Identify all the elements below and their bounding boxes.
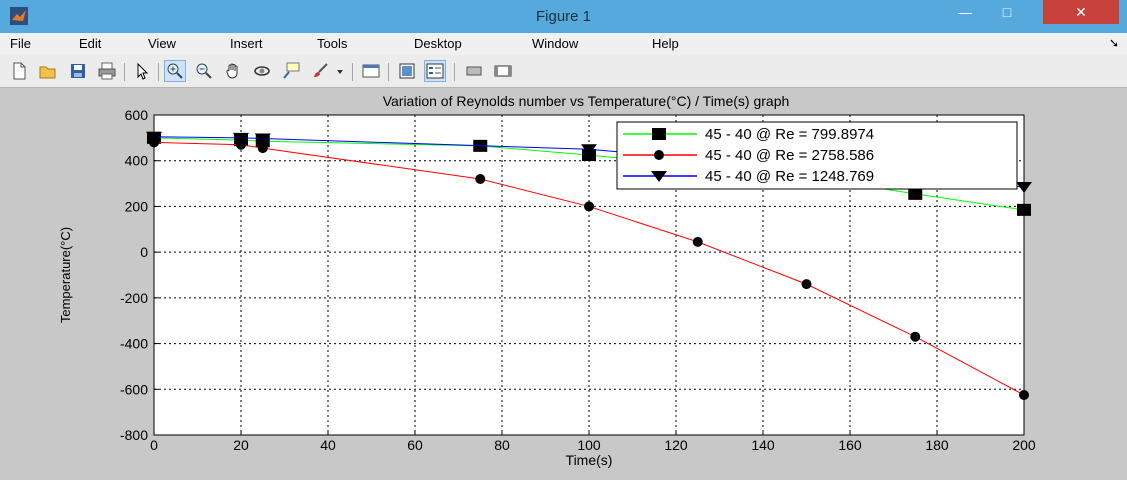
show-plot-tools-icon[interactable]: [492, 60, 514, 82]
edit-plot-arrow-icon[interactable]: [131, 60, 153, 82]
y-tick-label: -400: [120, 336, 148, 352]
y-axis-ticks: -800 -600 -400 -200 0 200 400 600: [120, 107, 159, 443]
x-axis-label: Time(s): [566, 452, 613, 468]
y-tick-label: 200: [125, 198, 149, 214]
chart-title: Variation of Reynolds number vs Temperat…: [383, 93, 790, 109]
data-point-marker: [254, 133, 271, 145]
data-point-marker: [233, 132, 249, 144]
series-2: [149, 137, 1029, 400]
y-axis-label: Temperature(°C): [58, 227, 73, 323]
window-title: Figure 1: [535, 8, 592, 25]
chart-legend[interactable]: 45 - 40 @ Re = 799.8974 45 - 40 @ Re = 27…: [616, 121, 1018, 190]
legend-marker: [652, 128, 666, 140]
data-point-marker: [257, 143, 268, 154]
figure-toolbar: [0, 55, 1127, 88]
x-tick-label: 200: [1012, 437, 1036, 453]
data-point-marker: [908, 187, 923, 200]
x-tick-label: 20: [233, 437, 249, 453]
print-icon[interactable]: [96, 60, 118, 82]
window-title-bar[interactable]: Figure 1 — □ ✕: [0, 0, 1127, 33]
y-tick-label: 0: [140, 244, 148, 260]
matlab-logo-icon: [10, 7, 28, 25]
new-figure-icon[interactable]: [8, 60, 30, 82]
menu-view[interactable]: View: [148, 36, 176, 51]
dock-figure-icon[interactable]: ➘: [1108, 36, 1119, 50]
temperature-chart[interactable]: Variation of Reynolds number vs Temperat…: [0, 88, 1127, 475]
menu-bar: File Edit View Insert Tools Desktop Wind…: [0, 33, 1127, 55]
data-point-marker: [692, 236, 703, 247]
x-tick-label: 0: [150, 437, 158, 453]
menu-file[interactable]: File: [10, 36, 31, 51]
data-point-marker: [146, 131, 162, 143]
x-axis-ticks: 0 20 40 60 80 100 120 140 160 180 200: [150, 430, 1036, 453]
pan-hand-icon[interactable]: [222, 60, 244, 82]
data-point-marker: [236, 139, 246, 150]
close-button[interactable]: ✕: [1043, 0, 1119, 24]
zoom-in-icon[interactable]: [164, 60, 186, 82]
x-tick-label: 180: [925, 437, 949, 453]
zoom-out-icon[interactable]: [193, 60, 215, 82]
menu-edit[interactable]: Edit: [79, 36, 102, 51]
x-tick-label: 100: [577, 437, 601, 453]
legend-label: 45 - 40 @ Re = 2758.586: [705, 147, 874, 164]
open-file-icon[interactable]: [37, 60, 59, 82]
menu-window[interactable]: Window: [532, 36, 579, 51]
x-tick-label: 40: [320, 437, 336, 453]
data-point-marker: [475, 174, 486, 184]
legend-marker: [654, 150, 664, 160]
data-point-marker: [801, 279, 812, 290]
legend-marker: [651, 171, 667, 182]
x-tick-label: 80: [494, 437, 510, 453]
legend-label: 45 - 40 @ Re = 799.8974: [705, 126, 874, 143]
legend-icon[interactable]: [424, 60, 446, 82]
data-point-marker: [581, 144, 597, 156]
brush-icon[interactable]: [309, 60, 331, 82]
x-tick-label: 160: [838, 437, 862, 453]
data-cursor-icon[interactable]: [280, 60, 302, 82]
data-point-marker: [584, 201, 594, 212]
x-tick-label: 120: [664, 437, 688, 453]
x-tick-label: 60: [407, 437, 423, 453]
minimize-button[interactable]: —: [958, 4, 972, 20]
link-plot-icon[interactable]: [360, 60, 382, 82]
y-tick-label: 600: [125, 107, 149, 123]
data-point-marker: [910, 331, 921, 342]
data-point-marker: [1016, 182, 1032, 193]
y-tick-label: -800: [120, 427, 148, 443]
data-point-marker: [1019, 390, 1029, 400]
menu-insert[interactable]: Insert: [230, 36, 263, 51]
maximize-button[interactable]: □: [1002, 4, 1012, 20]
rotate-3d-icon[interactable]: [251, 60, 273, 82]
figure-canvas[interactable]: Variation of Reynolds number vs Temperat…: [0, 88, 1127, 475]
x-tick-label: 140: [751, 437, 775, 453]
y-tick-label: -600: [120, 381, 148, 397]
legend-label: 45 - 40 @ Re = 1248.769: [705, 168, 874, 185]
menu-tools[interactable]: Tools: [317, 36, 348, 51]
colorbar-icon[interactable]: [396, 60, 418, 82]
menu-desktop[interactable]: Desktop: [414, 36, 462, 51]
save-icon[interactable]: [67, 60, 89, 82]
hide-plot-tools-icon[interactable]: [463, 60, 485, 82]
y-tick-label: 400: [125, 153, 149, 169]
data-point-marker: [1017, 203, 1031, 216]
brush-dropdown-icon[interactable]: [333, 60, 347, 82]
menu-help[interactable]: Help: [652, 36, 679, 51]
y-tick-label: -200: [120, 290, 148, 306]
